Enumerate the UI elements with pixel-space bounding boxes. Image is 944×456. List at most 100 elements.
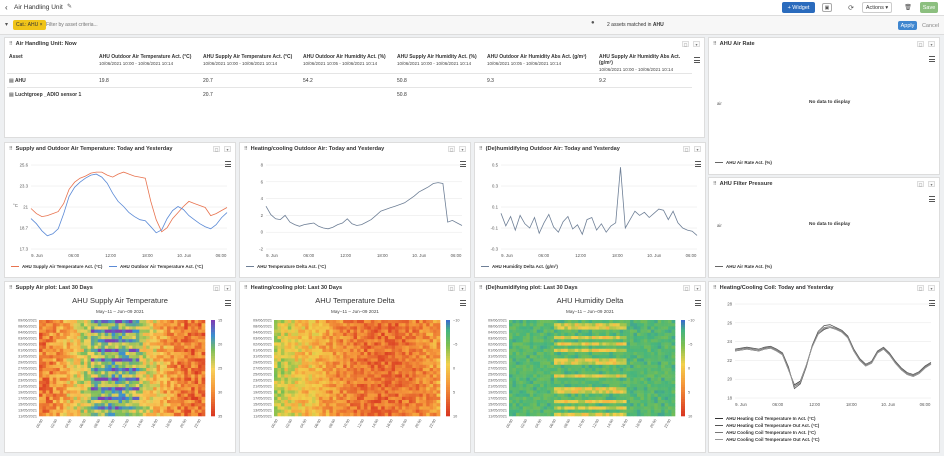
drag-handle-icon[interactable]: ⠿ bbox=[713, 284, 717, 291]
hamburger-icon[interactable] bbox=[929, 300, 935, 308]
menu-caret-icon[interactable]: ▾ bbox=[693, 41, 700, 47]
value-cell: 50.8 bbox=[395, 87, 485, 102]
drag-handle-icon[interactable]: ⠿ bbox=[479, 145, 483, 152]
legend-item[interactable]: AHU Air Rate Act. (%) bbox=[715, 160, 772, 165]
table-row[interactable]: ▤ AHU 19.8 20.7 54.2 50.8 9.3 9.2 bbox=[7, 73, 692, 88]
menu-caret-icon[interactable]: ▾ bbox=[459, 285, 466, 291]
heatmap-cell bbox=[571, 352, 576, 356]
edit-icon[interactable]: ✎ bbox=[67, 4, 73, 10]
menu-caret-icon[interactable]: ▾ bbox=[928, 285, 935, 291]
menu-caret-icon[interactable]: ▾ bbox=[928, 41, 935, 47]
drag-handle-icon[interactable]: ⠿ bbox=[9, 40, 13, 47]
apply-button[interactable]: Apply bbox=[898, 21, 917, 30]
heatmap-cell bbox=[191, 332, 195, 337]
menu-caret-icon[interactable]: ▾ bbox=[694, 146, 701, 152]
menu-caret-icon[interactable]: ▾ bbox=[224, 285, 231, 291]
expand-icon[interactable]: ▢ bbox=[448, 146, 455, 152]
layout-icon[interactable]: ▣ bbox=[822, 3, 832, 12]
heatmap-cell bbox=[643, 393, 648, 398]
expand-icon[interactable]: ▢ bbox=[682, 41, 689, 47]
drag-handle-icon[interactable]: ⠿ bbox=[713, 180, 717, 187]
legend-item[interactable]: AHU Supply Air Temperature Act. (°C) bbox=[11, 264, 102, 269]
heatmap-cell bbox=[574, 384, 579, 388]
hamburger-icon[interactable] bbox=[929, 196, 935, 204]
heatmap-cell bbox=[194, 406, 199, 410]
legend-item[interactable]: AHU Heating Coil Temperature In Act. (°C… bbox=[715, 416, 816, 421]
heatmap-cell bbox=[671, 323, 676, 327]
heatmap-cell bbox=[588, 390, 593, 394]
hamburger-icon[interactable] bbox=[460, 161, 466, 169]
heatmap-cell bbox=[560, 361, 565, 366]
heatmap-cell bbox=[274, 332, 278, 337]
legend-item[interactable]: AHU Heating Coil Temperature Out Act. (°… bbox=[715, 423, 819, 428]
hamburger-icon[interactable] bbox=[694, 57, 700, 65]
hamburger-icon[interactable] bbox=[695, 300, 701, 308]
heatmap-cell bbox=[42, 320, 47, 324]
column-header[interactable]: AHU Outdoor Air Humidity Abs Act. (g/m³)… bbox=[485, 53, 597, 74]
heatmap-cell bbox=[187, 329, 192, 334]
heatmap-cell bbox=[529, 339, 534, 343]
heatmap-cell bbox=[626, 396, 631, 401]
column-header[interactable]: AHU Supply Air Humidity Abs Act. (g/m³) 1… bbox=[597, 53, 692, 74]
back-icon[interactable]: ‹ bbox=[5, 3, 8, 12]
cancel-button[interactable]: Cancel bbox=[921, 22, 940, 29]
drag-handle-icon[interactable]: ⠿ bbox=[244, 145, 248, 152]
legend-item[interactable]: AHU Humidity Delta Act. (g/m³) bbox=[481, 264, 558, 269]
asset-name[interactable]: Luchtgroep _ADIO sensor 1 bbox=[15, 91, 82, 98]
menu-caret-icon[interactable]: ▾ bbox=[459, 146, 466, 152]
heatmap-cell bbox=[398, 355, 403, 359]
legend-item[interactable]: AHU Temperature Delta Act. (°C) bbox=[246, 264, 326, 269]
expand-icon[interactable]: ▢ bbox=[917, 41, 924, 47]
heatmap-cell bbox=[343, 361, 347, 366]
actions-dropdown[interactable]: Actions ▾ bbox=[862, 2, 892, 13]
expand-icon[interactable]: ▢ bbox=[683, 285, 690, 291]
close-icon[interactable]: × bbox=[39, 22, 43, 28]
hamburger-icon[interactable] bbox=[225, 161, 231, 169]
expand-icon[interactable]: ▢ bbox=[213, 285, 220, 291]
heatmap-cell bbox=[533, 387, 537, 391]
hamburger-icon[interactable] bbox=[460, 300, 466, 308]
heatmap-cell bbox=[284, 406, 289, 410]
add-widget-button[interactable]: + Widget bbox=[782, 2, 815, 13]
heatmap-cell bbox=[153, 361, 157, 366]
heatmap-cell bbox=[346, 320, 351, 324]
refresh-icon[interactable]: ⟳ bbox=[848, 4, 854, 12]
drag-handle-icon[interactable]: ⠿ bbox=[479, 284, 483, 291]
expand-icon[interactable]: ▢ bbox=[683, 146, 690, 152]
drag-handle-icon[interactable]: ⠿ bbox=[9, 284, 13, 291]
column-header[interactable]: AHU Supply Air Temperature Act. (°C) 10/0… bbox=[201, 53, 301, 74]
menu-caret-icon[interactable]: ▾ bbox=[928, 181, 935, 187]
heatmap-cell bbox=[543, 384, 548, 388]
column-header[interactable]: AHU Outdoor Air Temperature Act. (°C) 10/… bbox=[97, 53, 201, 74]
expand-icon[interactable]: ▢ bbox=[213, 146, 220, 152]
legend-item[interactable]: AHU Outdoor Air Temperature Act. (°C) bbox=[109, 264, 203, 269]
menu-caret-icon[interactable]: ▾ bbox=[224, 146, 231, 152]
hamburger-icon[interactable] bbox=[929, 56, 935, 64]
heatmap-cell bbox=[49, 384, 54, 388]
hamburger-icon[interactable] bbox=[695, 161, 701, 169]
expand-icon[interactable]: ▢ bbox=[917, 285, 924, 291]
heatmap-cell bbox=[384, 374, 389, 378]
drag-handle-icon[interactable]: ⠿ bbox=[9, 145, 13, 152]
category-chip[interactable]: Cat.: AHU × bbox=[13, 20, 46, 30]
expand-icon[interactable]: ▢ bbox=[448, 285, 455, 291]
column-header[interactable]: Asset bbox=[7, 53, 97, 74]
heatmap-cell bbox=[73, 400, 78, 404]
save-button[interactable]: Save bbox=[920, 2, 938, 13]
expand-icon[interactable]: ▢ bbox=[917, 181, 924, 187]
asset-name[interactable]: AHU bbox=[14, 77, 26, 84]
table-row[interactable]: ▤ Luchtgroep _ADIO sensor 1 20.7 50.8 bbox=[7, 87, 692, 102]
delete-icon[interactable]: 🗑 bbox=[904, 5, 912, 11]
column-header[interactable]: AHU Supply Air Humidity Act. (%) 10/06/20… bbox=[395, 53, 485, 74]
drag-handle-icon[interactable]: ⠿ bbox=[713, 40, 717, 47]
heatmap-cell bbox=[374, 396, 379, 401]
heatmap-cell bbox=[429, 400, 434, 404]
legend-item[interactable]: AHU Air Rate Act. (%) bbox=[715, 264, 772, 269]
legend-item[interactable]: AHU Cooling Coil Temperature Out Act. (°… bbox=[715, 437, 820, 442]
hamburger-icon[interactable] bbox=[225, 300, 231, 308]
menu-caret-icon[interactable]: ▾ bbox=[694, 285, 701, 291]
drag-handle-icon[interactable]: ⠿ bbox=[244, 284, 248, 291]
filter-input[interactable] bbox=[46, 20, 196, 30]
legend-item[interactable]: AHU Cooling Coil Temperature In Act. (°C… bbox=[715, 430, 816, 435]
column-header[interactable]: AHU Outdoor Air Humidity Act. (%) 10/06/2… bbox=[301, 53, 395, 74]
